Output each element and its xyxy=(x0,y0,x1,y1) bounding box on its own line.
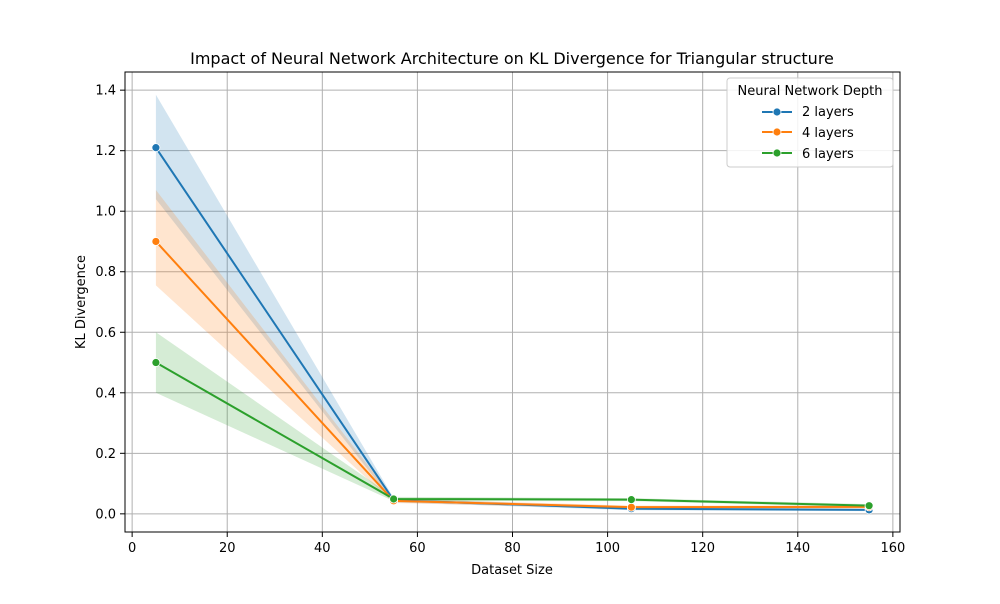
x-tick-label: 20 xyxy=(219,541,236,556)
y-axis-ticks: 0.0 0.2 0.4 0.6 0.8 1.0 1.2 1.4 xyxy=(95,84,125,522)
y-tick-label: 0.8 xyxy=(95,265,116,280)
y-tick-label: 0.4 xyxy=(95,386,116,401)
y-tick-label: 0.2 xyxy=(95,447,116,462)
data-point-4-layers xyxy=(151,237,161,246)
ci-band-6-layers xyxy=(155,332,870,508)
ci-band-4-layers xyxy=(155,190,870,509)
confidence-bands xyxy=(155,94,870,512)
legend-title: Neural Network Depth xyxy=(737,84,882,99)
data-point-4-layers xyxy=(626,502,636,512)
data-point-6-layers xyxy=(389,494,399,504)
x-tick-label: 0 xyxy=(128,541,136,556)
series-line-4-layers xyxy=(155,240,870,509)
x-tick-label: 80 xyxy=(504,541,521,556)
x-tick-label: 100 xyxy=(595,541,620,556)
series-line-6-layers xyxy=(155,361,870,507)
y-axis-label: KL Divergence xyxy=(74,255,89,349)
x-tick-label: 120 xyxy=(690,541,715,556)
y-tick-label: 0.0 xyxy=(95,507,116,522)
legend-label-6-layers: 6 layers xyxy=(802,147,854,162)
legend-swatch-marker-4-layers xyxy=(772,127,782,137)
data-point-6-layers xyxy=(626,495,636,505)
x-tick-label: 60 xyxy=(409,541,426,556)
data-point-2-layers xyxy=(151,143,161,153)
chart-title: Impact of Neural Network Architecture on… xyxy=(190,49,834,68)
legend-swatch-marker-6-layers xyxy=(772,148,782,158)
x-tick-label: 140 xyxy=(785,541,810,556)
x-axis-label: Dataset Size xyxy=(471,563,553,578)
legend: Neural Network Depth 2 layers 4 layers 6… xyxy=(726,77,894,168)
data-point-6-layers xyxy=(151,358,161,367)
series-lines xyxy=(155,147,870,511)
legend-label-4-layers: 4 layers xyxy=(802,126,854,141)
y-tick-label: 0.6 xyxy=(95,326,116,341)
legend-label-2-layers: 2 layers xyxy=(802,105,854,120)
x-tick-label: 160 xyxy=(880,541,905,556)
series-markers xyxy=(151,143,874,515)
legend-swatch-marker-2-layers xyxy=(772,107,782,117)
ci-band-2-layers xyxy=(155,94,870,512)
x-axis-ticks: 0 20 40 60 80 100 120 140 160 xyxy=(128,532,905,556)
y-tick-label: 1.2 xyxy=(95,144,116,159)
legend-frame xyxy=(726,77,894,168)
y-tick-label: 1.4 xyxy=(95,84,116,99)
y-tick-label: 1.0 xyxy=(95,205,116,220)
data-point-6-layers xyxy=(864,501,874,511)
x-tick-label: 40 xyxy=(314,541,331,556)
